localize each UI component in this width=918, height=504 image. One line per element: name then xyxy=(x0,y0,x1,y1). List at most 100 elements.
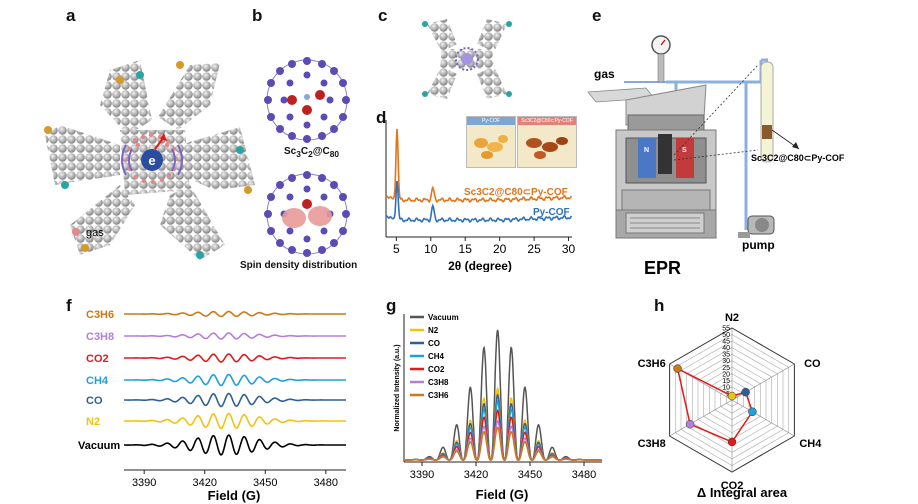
radar-point-ch4 xyxy=(748,407,757,417)
f-trace-co xyxy=(124,392,346,408)
g-trace-ch4 xyxy=(404,399,602,461)
radar-point-n2 xyxy=(727,391,737,401)
xrd-x-tick-label: 5 xyxy=(393,242,400,256)
g-legend-label: CO xyxy=(428,339,440,348)
radar-tick-label: 20 xyxy=(722,371,730,378)
panel-letter-d: d xyxy=(376,108,387,127)
f-series-label: CH4 xyxy=(86,375,109,387)
f-x-tick-label: 3480 xyxy=(314,477,338,489)
cof-framework-illustration: e xyxy=(44,60,255,260)
py-cof-photo: Py-COF xyxy=(466,116,516,168)
g-legend-label: CH4 xyxy=(428,352,445,361)
g-x-tick-label: 3390 xyxy=(410,469,434,481)
radar-spoke xyxy=(731,399,795,437)
g-x-tick-label: 3420 xyxy=(464,469,488,481)
radar-axis-label: CO2 xyxy=(721,480,744,492)
xrd-chart: 5 10 15 20 25 30 Sc3C2@C80⊂Py-COF Py-COF 2θ (… xyxy=(385,120,576,272)
xrd-legend-py-cof: Py-COF xyxy=(533,207,570,218)
xrd-x-tick-label: 30 xyxy=(562,242,576,256)
epr-spectra-stacked-chart: C3H6 C3H8 CO2 CH4 CO N2 Vacuum 3390 3420 3450 348… xyxy=(78,309,346,503)
sc-cof-powder xyxy=(526,137,568,159)
epr-setup-illustration: N S gas pump Sc3C2@C80⊂Py-COF EPR xyxy=(587,35,845,278)
radar-axis-label: C3H6 xyxy=(638,358,666,370)
h-x-label: Δ Integral area xyxy=(697,485,788,500)
magnet-s-label: S xyxy=(682,147,687,154)
gas-legend-label: gas xyxy=(86,227,104,239)
spin-waves xyxy=(121,144,183,176)
panel-letter-e: e xyxy=(592,6,602,25)
cof-pore-structure-icon xyxy=(422,19,512,99)
radar-tick-label: 55 xyxy=(722,326,730,333)
g-x-tick-label: 3450 xyxy=(518,469,542,481)
g-x-label: Field (G) xyxy=(476,487,529,502)
epr-label: EPR xyxy=(644,258,681,278)
g-legend-label: C3H6 xyxy=(428,391,449,400)
radar-tick-label: 35 xyxy=(722,352,730,359)
radar-tick-label: 45 xyxy=(722,339,730,346)
g-legend-label: CO2 xyxy=(428,365,445,374)
gas-label: gas xyxy=(594,67,615,81)
f-series-label: CO xyxy=(86,395,103,407)
g-x-tick-label: 3480 xyxy=(572,469,596,481)
panel-letter-g: g xyxy=(386,296,397,315)
radar-tick-label: 50 xyxy=(722,332,730,339)
panel-letter-h: h xyxy=(654,296,665,315)
g-legend-label: Vacuum xyxy=(428,313,459,322)
fullerene-structure-icon xyxy=(264,57,350,143)
xrd-x-tick-label: 15 xyxy=(459,242,473,256)
xrd-x-label: 2θ (degree) xyxy=(448,259,512,272)
radar-axis-label: C3H8 xyxy=(638,438,666,450)
xrd-legend-sc-cof: Sc3C2@C80⊂Py-COF xyxy=(464,187,568,198)
xrd-x-tick-label: 20 xyxy=(493,242,507,256)
g-trace-co xyxy=(404,393,602,461)
g-legend-label: N2 xyxy=(428,326,439,335)
panel-letter-b: b xyxy=(252,6,263,25)
f-x-label: Field (G) xyxy=(208,488,261,503)
f-trace-n2 xyxy=(124,412,346,430)
magnet-pole-n xyxy=(638,138,656,178)
f-series-label: N2 xyxy=(86,416,100,428)
sc-cof-photo: Sc3C2@C80⊂Py-COF xyxy=(517,116,577,168)
py-cof-powder xyxy=(474,135,508,159)
epr-normalized-chart: Vacuum N2 CO CH4 CO2 C3H8 C3H6 3390 3420 3450 348… xyxy=(394,313,602,502)
radar-point-c3h8 xyxy=(685,419,695,429)
f-x-tick-label: 3390 xyxy=(132,477,156,489)
spin-density-structure-icon xyxy=(264,171,350,257)
f-series-label: CO2 xyxy=(86,353,109,365)
panel-letter-a: a xyxy=(66,6,76,25)
radar-tick-label: 40 xyxy=(722,345,730,352)
radar-axis-label: CH4 xyxy=(799,438,822,450)
g-y-label: Normalized Intensity (a.u.) xyxy=(394,344,401,431)
magnet-n-label: N xyxy=(644,147,649,154)
xrd-x-tick-label: 25 xyxy=(527,242,541,256)
py-cof-photo-label: Py-COF xyxy=(467,117,515,125)
f-trace-c3h6 xyxy=(124,310,346,318)
radar-axis-label: CO xyxy=(804,358,821,370)
g-trace-co2 xyxy=(404,409,602,461)
radar-axis-label: N2 xyxy=(725,312,739,324)
xrd-x-tick-label: 10 xyxy=(424,242,438,256)
spin-density-caption: Spin density distribution xyxy=(240,260,358,271)
g-trace-c3h6 xyxy=(404,426,602,461)
sample-label: Sc3C2@C80⊂Py-COF xyxy=(751,153,845,163)
radar-point-c3h6 xyxy=(673,364,682,373)
f-x-tick-label: 3420 xyxy=(192,477,216,489)
sc-cof-photo-label: Sc3C2@C80⊂Py-COF xyxy=(518,117,576,125)
f-series-label: C3H6 xyxy=(86,309,114,321)
gas-legend-marker xyxy=(72,228,80,236)
f-trace-c3h8 xyxy=(124,332,346,340)
electron-sphere xyxy=(141,149,163,171)
f-series-label: C3H8 xyxy=(86,331,114,343)
xrd-series-sc-cof xyxy=(385,129,573,204)
radar-point-co2 xyxy=(727,437,737,447)
f-trace-vacuum xyxy=(124,434,346,456)
radar-tick-label: 25 xyxy=(722,365,730,372)
pump-label: pump xyxy=(742,238,775,252)
f-trace-ch4 xyxy=(124,373,346,387)
electron-symbol: e xyxy=(148,153,155,168)
radar-tick-label: 15 xyxy=(722,378,730,385)
radar-tick-label: 10 xyxy=(722,384,730,391)
radar-tick-label: 30 xyxy=(722,358,730,365)
f-x-tick-label: 3450 xyxy=(253,477,277,489)
